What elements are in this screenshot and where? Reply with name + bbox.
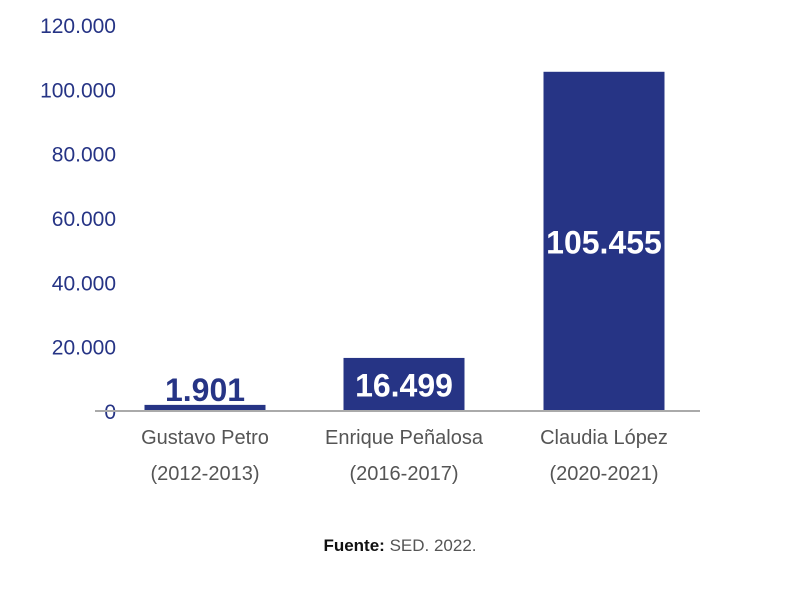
data-label: 105.455 (546, 224, 662, 260)
bar (144, 404, 266, 411)
bar (543, 71, 665, 412)
y-tick-label: 80.000 (52, 144, 116, 167)
bar (343, 357, 465, 411)
x-tick-label: (2016-2017) (350, 463, 459, 485)
x-tick-label: (2012-2013) (151, 463, 260, 485)
source-text: SED. 2022. (389, 536, 477, 555)
x-tick-label: (2020-2021) (550, 463, 659, 485)
y-tick-label: 40.000 (52, 272, 116, 295)
y-tick-label: 100.000 (40, 79, 116, 102)
bar-chart: 0 20.000 40.000 60.000 80.000 100.000 120.000 1… (40, 15, 700, 485)
source-label: Fuente: (323, 536, 385, 555)
x-tick-label: Claudia López (540, 427, 668, 449)
x-tick-label: Enrique Peñalosa (325, 427, 484, 449)
data-label: 1.901 (165, 372, 245, 408)
y-tick-label: 120.000 (40, 15, 116, 38)
source-note: Fuente: SED. 2022. (0, 536, 800, 556)
y-tick-label: 20.000 (52, 337, 116, 360)
data-label: 16.499 (355, 367, 453, 403)
y-tick-label: 0 (104, 401, 116, 424)
x-tick-label: Gustavo Petro (141, 427, 269, 449)
y-tick-label: 60.000 (52, 208, 116, 231)
